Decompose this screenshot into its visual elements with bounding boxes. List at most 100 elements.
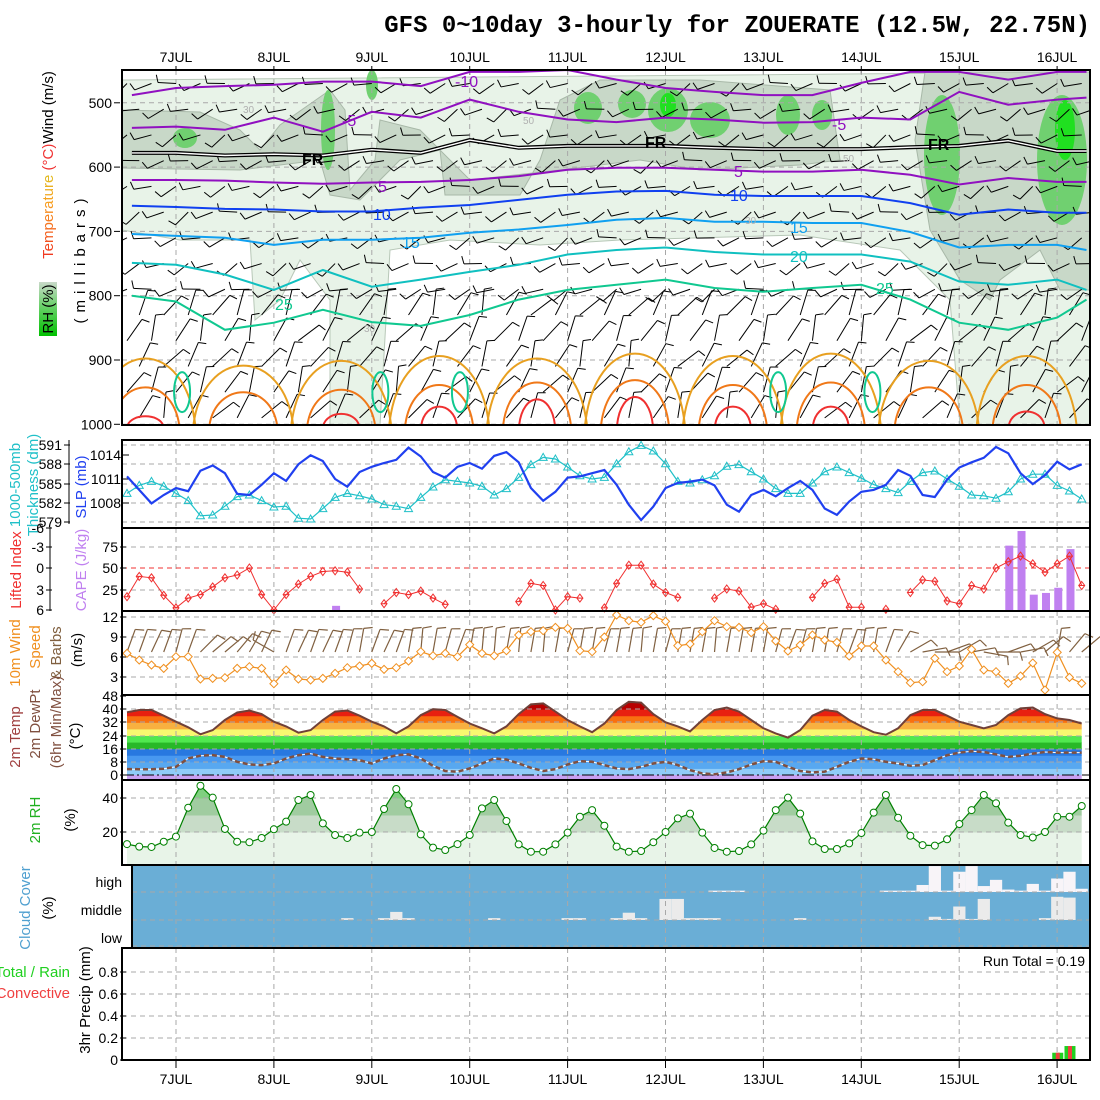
wind-barb-flag: [998, 214, 1006, 222]
contour-labels: -10 -5 -5 FR FR FR 5 5 10 10 15 15 20 25…: [243, 74, 950, 335]
wind-barb: [525, 237, 544, 245]
rh2m-marker: [796, 809, 805, 818]
wind-barb-flag: [1024, 255, 1028, 264]
wind-barb: [280, 185, 299, 192]
wind-barb-flag: [350, 243, 358, 250]
wind-barb: [175, 318, 191, 341]
li-marker: [808, 592, 817, 603]
wind-barb-flag: [338, 115, 346, 121]
temp-tick-label: 40: [102, 701, 118, 717]
wind-barb-flag: [767, 141, 775, 148]
wind-barb: [772, 185, 789, 198]
wind-barb: [745, 237, 764, 240]
wind-barb: [603, 628, 612, 653]
rh2m-marker: [257, 833, 266, 842]
wind-barb-flag: [233, 401, 241, 408]
cloud-high-bar: [940, 890, 954, 892]
wind-speed-marker: [758, 621, 769, 632]
wind-barb-flag: [888, 233, 894, 241]
li-marker: [404, 589, 413, 600]
wind-barb-flag: [606, 159, 613, 167]
li-marker: [759, 598, 768, 609]
temperature-label: Temperature: [40, 175, 57, 259]
rh-region-90: [660, 93, 676, 117]
li-marker: [343, 567, 351, 578]
li-marker: [258, 589, 266, 600]
wind-barb: [1005, 160, 1021, 172]
wind-barb-flag: [648, 297, 656, 303]
wind-barb-flag: [141, 211, 148, 219]
wind-barb: [443, 108, 458, 122]
wind-barb: [674, 185, 691, 197]
wind-barb: [929, 108, 948, 114]
precip-tick-label: 0.2: [99, 1030, 119, 1046]
wind-barb: [713, 628, 718, 653]
wind-barb-flag: [1035, 284, 1040, 293]
wind-barb: [738, 628, 744, 653]
wind-barb-flag: [198, 341, 207, 345]
cloud-high-bar: [1038, 890, 1052, 892]
wind-barb-flag: [1094, 369, 1100, 371]
wind-barb-flag: [986, 283, 991, 292]
date-label: 8JUL: [258, 49, 291, 65]
wind-barb-flag: [276, 183, 282, 192]
wind-barb-flag: [792, 281, 795, 290]
wind-barb: [1007, 366, 1012, 393]
wind-barb-flag: [681, 390, 690, 393]
cloud-high-label: high: [96, 874, 122, 890]
wind-barb: [428, 185, 446, 194]
wind-barb: [294, 211, 311, 221]
wind-barb: [759, 160, 776, 169]
wind-barb-flag: [941, 400, 950, 406]
wind-barb-flag: [914, 126, 918, 135]
rh2m-marker: [906, 831, 915, 840]
wind-barb: [506, 344, 522, 367]
rh-tick-label: 40: [102, 790, 118, 806]
wind-barb: [282, 83, 299, 93]
wind-speed-marker: [599, 632, 610, 642]
wind-barb: [493, 108, 507, 123]
wind-barb: [916, 133, 935, 136]
wind-barb: [880, 160, 899, 163]
wind-barb-flag: [791, 231, 795, 240]
wind-barb-flag: [986, 234, 992, 243]
wind-barb-flag: [1038, 399, 1047, 404]
wind-barb-flag: [167, 269, 175, 276]
wind-barb: [366, 211, 385, 214]
wind-barb: [954, 263, 972, 271]
wind-barb-flag: [460, 206, 465, 215]
wind-barb-flag: [571, 397, 580, 402]
rh2m-marker: [563, 828, 572, 837]
wind-barb-flag: [253, 192, 261, 199]
wind-barb: [359, 346, 377, 367]
isotherm-30-lobe: [877, 359, 980, 425]
wind-barb-flag: [596, 228, 600, 237]
wind-barb: [268, 160, 287, 163]
wind-barb: [317, 160, 336, 164]
wind-barb: [873, 347, 893, 367]
wind-speed-marker: [783, 646, 793, 656]
wind-speed-marker: [709, 615, 720, 626]
wind-barb: [897, 630, 911, 653]
wind-barb-flag: [246, 341, 255, 344]
wind-barb: [598, 236, 617, 239]
wind-barb: [612, 108, 630, 118]
wind-barb: [857, 160, 874, 170]
wind-barb: [246, 108, 262, 120]
wind-barb-flag: [497, 128, 502, 137]
slp-marker: [611, 458, 622, 468]
wind-barb: [714, 367, 723, 393]
wind-barb: [248, 366, 255, 393]
wind-barb: [795, 134, 813, 141]
wind-barb-flag: [332, 629, 342, 633]
wind-barb: [990, 288, 1009, 292]
wind-speed-marker: [562, 623, 573, 634]
wind-barb: [860, 314, 865, 341]
wind-barb: [159, 237, 177, 247]
wind-barb: [576, 134, 593, 146]
wind-barb-flag: [154, 240, 161, 247]
wind10m-frame: [121, 610, 1091, 696]
wind-barb-flag: [810, 341, 819, 345]
thickness-label-2: Thickness (dm): [25, 434, 42, 537]
wind-barb-flag: [473, 626, 483, 629]
